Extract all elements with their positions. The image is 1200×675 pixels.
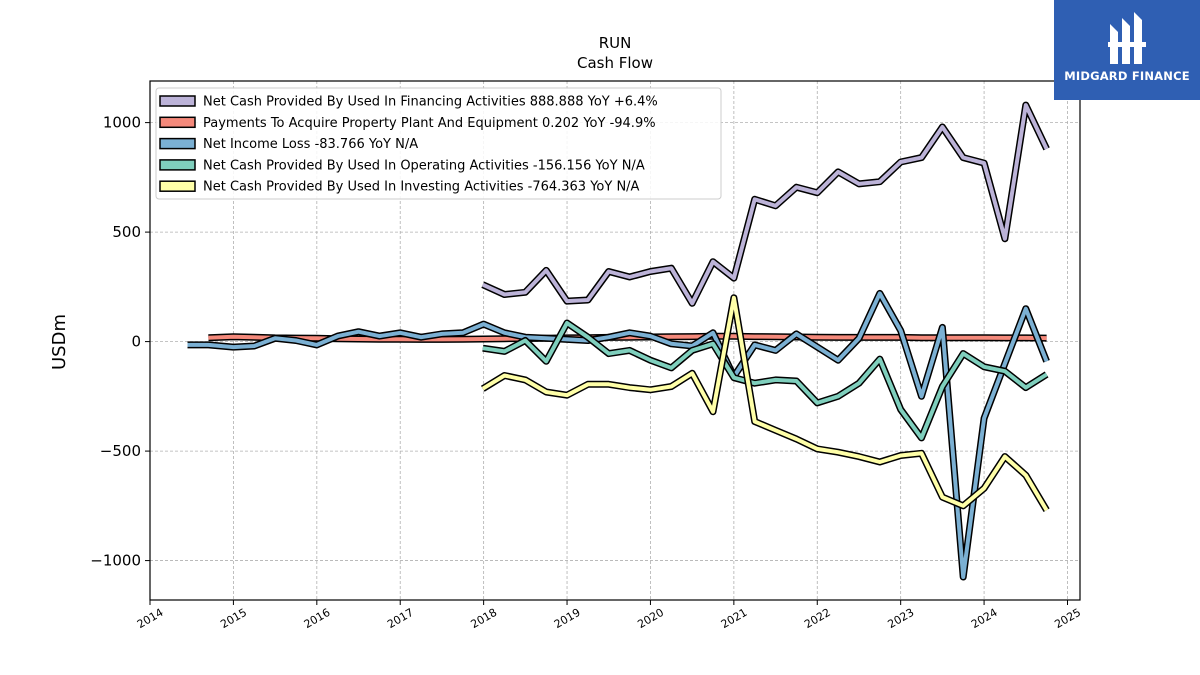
x-tick-label: 2020 [635,606,666,631]
brand-logo: MIDGARD FINANCE [1054,0,1200,100]
x-tick-label: 2014 [135,606,166,631]
series-line [480,294,1050,512]
plot-frame [149,80,1081,601]
x-tick-label: 2015 [218,606,249,631]
legend-label: Net Income Loss -83.766 YoY N/A [203,137,418,152]
legend-swatch [159,116,196,129]
x-tick-label: 2019 [552,606,583,631]
x-tick-label: 2017 [385,606,416,631]
y-tick-label: −1000 [90,552,141,570]
series-line [482,319,1049,442]
legend-swatch [159,137,196,150]
series-line [187,289,1050,581]
x-tick-label: 2018 [469,606,500,631]
x-tick-label: 2022 [802,606,833,631]
legend-item: Net Income Loss -83.766 YoY N/A [159,137,418,152]
y-axis-ticks: 1000 500 0 −500 −1000 [90,114,150,570]
series-lines [187,101,1050,581]
x-tick-label: 2023 [886,606,917,631]
chart-subtitle: Cash Flow [577,54,653,72]
x-axis-ticks: 2014 2015 2016 2017 2018 2019 2020 2021 2022 2023… [135,600,1083,631]
series-line-core [482,321,1048,440]
x-tick-label: 2021 [719,606,750,631]
legend-item: Net Cash Provided By Used In Investing A… [159,180,640,195]
midgard-logo-icon [1108,12,1146,64]
y-tick-label: 500 [112,223,141,241]
x-tick-label: 2016 [302,606,333,631]
y-axis-label: USDm [49,314,70,370]
legend-label: Net Cash Provided By Used In Investing A… [203,180,640,195]
x-tick-label: 2024 [969,606,1000,631]
series-line-core [481,103,1049,306]
x-tick-label: 2025 [1052,606,1083,631]
brand-logo-text: MIDGARD FINANCE [1064,69,1190,83]
legend-label: Payments To Acquire Property Plant And E… [203,116,656,131]
legend-swatch [159,180,196,192]
y-tick-label: 1000 [103,114,141,132]
series-line [481,101,1050,307]
legend-box [155,87,722,200]
legend-label: Net Cash Provided By Used In Operating A… [203,158,645,173]
legend: Net Cash Provided By Used In Financing A… [155,87,722,200]
legend-item: Net Cash Provided By Used In Financing A… [159,95,658,110]
y-tick-label: 0 [131,333,141,351]
legend-item: Payments To Acquire Property Plant And E… [159,116,656,131]
legend-swatch [159,159,196,171]
legend-item: Net Cash Provided By Used In Operating A… [159,158,645,173]
series-line-core [187,291,1049,579]
y-tick-label: −500 [100,442,141,460]
series-line-core [481,295,1049,512]
series-line [208,332,1047,343]
legend-swatch [159,95,196,107]
chart-title: RUN [599,34,632,52]
series-line-core [208,334,1047,342]
legend-label: Net Cash Provided By Used In Financing A… [203,95,658,110]
